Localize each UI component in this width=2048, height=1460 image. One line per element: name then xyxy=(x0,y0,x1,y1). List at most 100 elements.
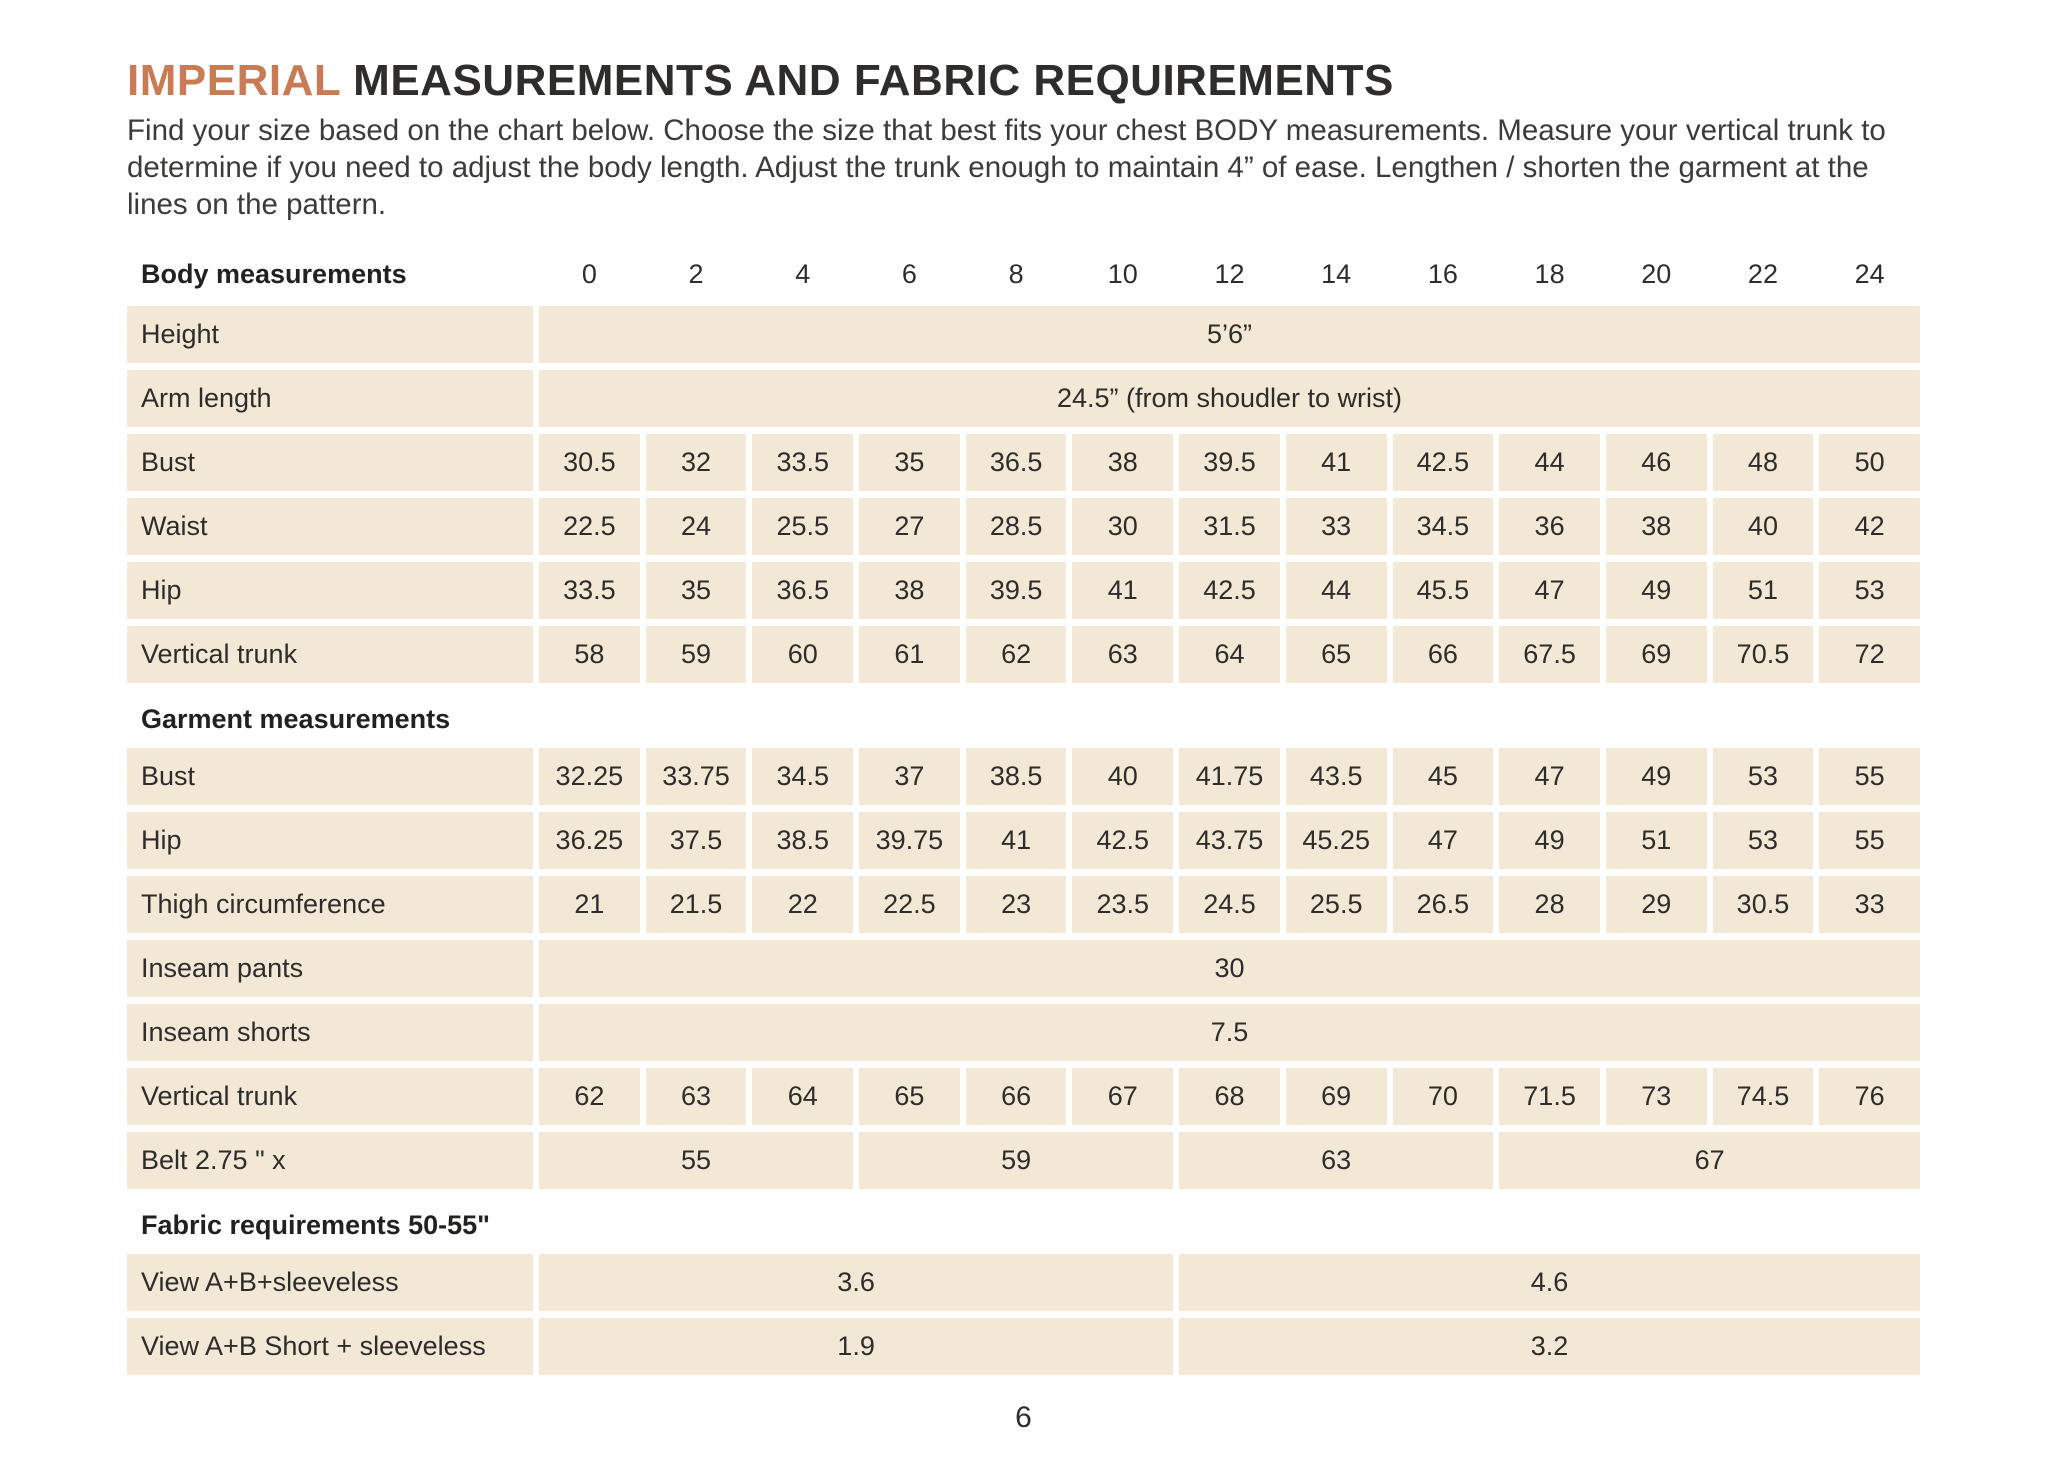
value-cell: 22 xyxy=(752,876,854,933)
value-cell: 74.5 xyxy=(1712,1068,1814,1125)
value-cell: 22.5 xyxy=(859,876,960,933)
value-cell: 33 xyxy=(1285,498,1387,555)
size-chart-table: Body measurements 0 2 4 6 8 10 12 14 16 18 20 22 24 He… xyxy=(127,249,1920,1375)
row-label: Vertical trunk xyxy=(127,1068,533,1125)
table-row: Inseam pants 30 xyxy=(127,940,1920,997)
table-row: Thigh circumference 21 21.5 22 22.5 23 23.5 24.… xyxy=(127,876,1920,933)
size-column-header: 24 xyxy=(1854,258,1885,289)
value-cell: 30 xyxy=(1072,498,1174,555)
value-cell: 53 xyxy=(1819,562,1920,619)
value-cell: 25.5 xyxy=(752,498,854,555)
value-cell: 40 xyxy=(1072,748,1174,805)
value-cell: 28.5 xyxy=(965,498,1067,555)
value-cell: 28 xyxy=(1499,876,1600,933)
value-cell: 42.5 xyxy=(1392,434,1494,491)
value-cell: 30.5 xyxy=(539,434,640,491)
value-cell: 38.5 xyxy=(965,748,1067,805)
value-cell: 42.5 xyxy=(1179,562,1280,619)
body-measurements-heading: Body measurements xyxy=(141,258,407,289)
size-column-header: 22 xyxy=(1747,258,1778,289)
value-cell: 45 xyxy=(1392,748,1494,805)
size-column-header: 8 xyxy=(1008,258,1024,289)
value-cell: 41.75 xyxy=(1179,748,1280,805)
value-cell: 61 xyxy=(859,626,960,683)
value-cell: 72 xyxy=(1819,626,1920,683)
value-cell: 22.5 xyxy=(539,498,640,555)
row-label: View A+B Short + sleeveless xyxy=(127,1318,533,1375)
size-column-header: 4 xyxy=(795,258,811,289)
value-cell: 69 xyxy=(1285,1068,1387,1125)
value-cell: 26.5 xyxy=(1392,876,1494,933)
row-label: Belt 2.75 " x xyxy=(127,1132,533,1189)
value-cell: 51 xyxy=(1605,812,1707,869)
value-cell: 24.5” (from shoudler to wrist) xyxy=(539,370,1920,427)
value-cell: 69 xyxy=(1605,626,1707,683)
value-cell: 38 xyxy=(1072,434,1174,491)
row-label: Arm length xyxy=(127,370,533,427)
value-cell: 41 xyxy=(1285,434,1387,491)
row-label: Bust xyxy=(127,748,533,805)
title-rest: MEASUREMENTS AND FABRIC REQUIREMENTS xyxy=(353,56,1394,105)
value-cell: 64 xyxy=(1179,626,1280,683)
title-highlight: IMPERIAL xyxy=(127,56,341,105)
value-cell: 37.5 xyxy=(645,812,747,869)
value-cell: 23.5 xyxy=(1072,876,1174,933)
row-label: View A+B+sleeveless xyxy=(127,1254,533,1311)
value-cell: 30.5 xyxy=(1712,876,1814,933)
value-cell: 66 xyxy=(1392,626,1494,683)
table-row: Hip 33.5 35 36.5 38 39.5 41 42.5 44 45.5 47 49 51 53 xyxy=(127,562,1920,619)
value-cell: 41 xyxy=(1072,562,1174,619)
value-cell: 47 xyxy=(1499,562,1600,619)
value-cell: 48 xyxy=(1712,434,1814,491)
value-cell: 34.5 xyxy=(1392,498,1494,555)
value-cell: 44 xyxy=(1285,562,1387,619)
size-column-header: 0 xyxy=(581,258,597,289)
value-cell: 38 xyxy=(1605,498,1707,555)
table-row: Waist 22.5 24 25.5 27 28.5 30 31.5 33 34.5 36 38 40 4… xyxy=(127,498,1920,555)
table-row: View A+B+sleeveless 3.6 4.6 xyxy=(127,1254,1920,1311)
value-cell: 49 xyxy=(1605,562,1707,619)
value-cell: 67 xyxy=(1499,1132,1920,1189)
value-cell: 46 xyxy=(1605,434,1707,491)
value-cell: 34.5 xyxy=(752,748,854,805)
table-row: Bust 32.25 33.75 34.5 37 38.5 40 41.75 43.5 45 47 4… xyxy=(127,748,1920,805)
row-label: Waist xyxy=(127,498,533,555)
size-column-header: 2 xyxy=(688,258,704,289)
value-cell: 38.5 xyxy=(752,812,854,869)
value-cell: 58 xyxy=(539,626,640,683)
table-row: Vertical trunk 62 63 64 65 66 67 68 69 70 71.5 73 74… xyxy=(127,1068,1920,1125)
value-cell: 3.2 xyxy=(1179,1318,1920,1375)
value-cell: 39.75 xyxy=(859,812,960,869)
size-column-header: 18 xyxy=(1534,258,1565,289)
value-cell: 36.5 xyxy=(752,562,854,619)
row-label: Hip xyxy=(127,812,533,869)
value-cell: 31.5 xyxy=(1179,498,1280,555)
value-cell: 35 xyxy=(645,562,747,619)
value-cell: 47 xyxy=(1392,812,1494,869)
value-cell: 71.5 xyxy=(1499,1068,1600,1125)
value-cell: 42.5 xyxy=(1072,812,1174,869)
value-cell: 53 xyxy=(1712,812,1814,869)
value-cell: 49 xyxy=(1499,812,1600,869)
value-cell: 40 xyxy=(1712,498,1814,555)
value-cell: 49 xyxy=(1605,748,1707,805)
table-header-row: Body measurements 0 2 4 6 8 10 12 14 16 18 20 22 24 xyxy=(127,249,1920,299)
value-cell: 23 xyxy=(965,876,1067,933)
value-cell: 24.5 xyxy=(1179,876,1280,933)
value-cell: 65 xyxy=(1285,626,1387,683)
table-row: Arm length 24.5” (from shoudler to wrist) xyxy=(127,370,1920,427)
table-row: Inseam shorts 7.5 xyxy=(127,1004,1920,1061)
value-cell: 32.25 xyxy=(539,748,640,805)
value-cell: 35 xyxy=(859,434,960,491)
size-column-header: 16 xyxy=(1427,258,1458,289)
value-cell: 44 xyxy=(1499,434,1600,491)
page-title: IMPERIAL MEASUREMENTS AND FABRIC REQUIRE… xyxy=(127,56,1920,106)
value-cell: 59 xyxy=(859,1132,1174,1189)
value-cell: 68 xyxy=(1179,1068,1280,1125)
table-row: Belt 2.75 " x 55 59 63 67 xyxy=(127,1132,1920,1189)
table-row: Height 5’6” xyxy=(127,306,1920,363)
value-cell: 21.5 xyxy=(645,876,747,933)
table-row: Vertical trunk 58 59 60 61 62 63 64 65 66 67.5 69 70… xyxy=(127,626,1920,683)
value-cell: 55 xyxy=(1819,748,1920,805)
value-cell: 70 xyxy=(1392,1068,1494,1125)
